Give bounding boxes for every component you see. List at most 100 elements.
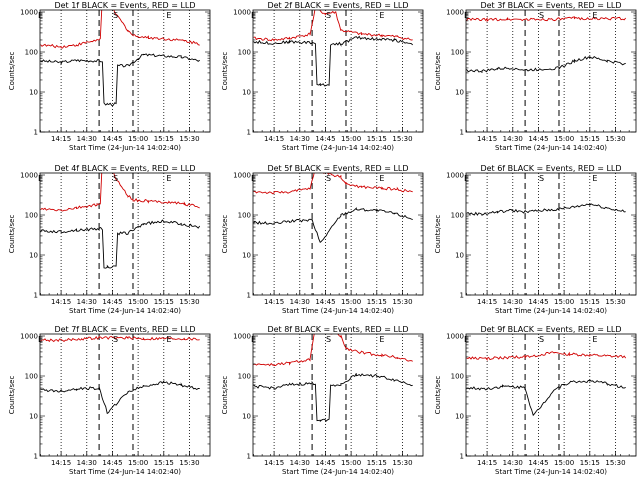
- event-marker: S: [539, 11, 544, 20]
- plot-frame: [465, 9, 637, 133]
- x-tick-label: 15:00: [554, 135, 574, 143]
- series-line-events: [40, 53, 200, 106]
- y-tick-label: 1: [460, 129, 464, 137]
- plot-frame: [39, 172, 211, 296]
- x-tick-label: 15:30: [179, 135, 199, 143]
- x-tick-label: 15:30: [605, 298, 625, 306]
- panel-det-1: Det 1f BLACK = Events, RED = LLD 1 10 100 10…: [8, 1, 211, 152]
- x-axis-label: Start Time (24-Jun-14 14:02:40): [69, 307, 181, 315]
- y-tick-label: 100: [25, 373, 38, 381]
- series-line-lld: [253, 334, 413, 367]
- x-tick-label: 14:30: [77, 298, 97, 306]
- x-tick-label: 15:15: [580, 135, 600, 143]
- panel-title: Det 5f BLACK = Events, RED = LLD: [267, 164, 408, 173]
- y-tick-label: 100: [451, 373, 464, 381]
- x-tick-label: 14:45: [315, 298, 335, 306]
- x-tick-label: 14:30: [77, 459, 97, 467]
- panel-title: Det 1f BLACK = Events, RED = LLD: [54, 1, 195, 10]
- x-tick-label: 15:30: [392, 298, 412, 306]
- series-line-lld: [253, 10, 413, 42]
- x-tick-label: 15:00: [554, 298, 574, 306]
- x-tick-label: 15:15: [580, 459, 600, 467]
- x-tick-label: 14:30: [290, 459, 310, 467]
- y-axis-label: Counts/sec: [434, 376, 442, 415]
- x-tick-label: 15:15: [154, 459, 174, 467]
- y-tick-label: 10: [242, 252, 251, 260]
- x-tick-label: 15:00: [341, 298, 361, 306]
- x-axis-label: Start Time (24-Jun-14 14:02:40): [69, 144, 181, 152]
- series-line-lld: [253, 173, 413, 195]
- plot-frame: [252, 333, 424, 457]
- y-axis-label: Counts/sec: [8, 215, 16, 254]
- x-tick-label: 15:30: [605, 459, 625, 467]
- event-marker: S: [113, 174, 118, 183]
- x-tick-label: 15:00: [554, 459, 574, 467]
- event-marker: S: [539, 335, 544, 344]
- y-tick-label: 10: [455, 252, 464, 260]
- x-tick-label: 14:15: [51, 135, 71, 143]
- event-marker: E: [464, 11, 469, 20]
- x-tick-label: 15:00: [128, 298, 148, 306]
- y-tick-label: 1: [460, 292, 464, 300]
- series-line-lld: [40, 335, 200, 343]
- x-tick-label: 14:45: [102, 298, 122, 306]
- y-tick-label: 1000: [233, 333, 251, 341]
- x-tick-label: 15:30: [392, 459, 412, 467]
- event-marker: E: [464, 335, 469, 344]
- x-tick-label: 15:30: [605, 135, 625, 143]
- y-tick-label: 1000: [233, 9, 251, 17]
- series-line-lld: [40, 10, 200, 49]
- y-tick-label: 100: [238, 212, 251, 220]
- x-tick-label: 14:45: [102, 135, 122, 143]
- x-tick-label: 14:30: [77, 135, 97, 143]
- y-tick-label: 10: [455, 89, 464, 97]
- y-axis-label: Counts/sec: [221, 52, 229, 91]
- y-tick-label: 1000: [20, 333, 38, 341]
- x-tick-label: 14:45: [315, 135, 335, 143]
- y-tick-label: 1000: [20, 9, 38, 17]
- x-tick-label: 15:30: [392, 135, 412, 143]
- x-tick-label: 14:15: [51, 298, 71, 306]
- x-axis-label: Start Time (24-Jun-14 14:02:40): [495, 307, 607, 315]
- x-tick-label: 15:00: [128, 459, 148, 467]
- plot-frame: [465, 333, 637, 457]
- y-tick-label: 1: [460, 453, 464, 461]
- series-line-events: [253, 373, 413, 423]
- y-tick-label: 10: [29, 89, 38, 97]
- panel-det-8: Det 8f BLACK = Events, RED = LLD 1 10 100 10…: [221, 325, 424, 476]
- plot-frame: [39, 333, 211, 457]
- y-tick-label: 1000: [20, 172, 38, 180]
- x-tick-label: 15:30: [179, 298, 199, 306]
- x-tick-label: 14:30: [290, 298, 310, 306]
- event-marker: E: [379, 174, 384, 183]
- y-tick-label: 10: [242, 89, 251, 97]
- panel-det-2: Det 2f BLACK = Events, RED = LLD 1 10 100 10…: [221, 1, 424, 152]
- series-line-events: [253, 207, 413, 243]
- panel-det-7: Det 7f BLACK = Events, RED = LLD 1 10 100 10…: [8, 325, 211, 476]
- y-tick-label: 1000: [446, 9, 464, 17]
- event-marker: E: [592, 335, 597, 344]
- y-tick-label: 100: [25, 49, 38, 57]
- event-marker: E: [166, 11, 171, 20]
- series-line-lld: [466, 16, 627, 23]
- x-tick-label: 15:15: [580, 298, 600, 306]
- series-line-events: [466, 203, 626, 216]
- y-tick-label: 10: [455, 413, 464, 421]
- x-tick-label: 14:30: [290, 135, 310, 143]
- y-axis-label: Counts/sec: [8, 376, 16, 415]
- event-marker: S: [326, 174, 331, 183]
- y-tick-label: 10: [29, 252, 38, 260]
- x-tick-label: 15:00: [341, 459, 361, 467]
- x-tick-label: 15:15: [367, 135, 387, 143]
- x-tick-label: 14:15: [264, 298, 284, 306]
- x-tick-label: 15:15: [367, 459, 387, 467]
- x-tick-label: 14:15: [51, 459, 71, 467]
- x-tick-label: 14:15: [264, 459, 284, 467]
- x-axis-label: Start Time (24-Jun-14 14:02:40): [69, 468, 181, 476]
- x-axis-label: Start Time (24-Jun-14 14:02:40): [495, 468, 607, 476]
- x-axis-label: Start Time (24-Jun-14 14:02:40): [282, 307, 394, 315]
- event-marker: E: [38, 335, 43, 344]
- event-marker: S: [326, 335, 331, 344]
- event-marker: E: [166, 174, 171, 183]
